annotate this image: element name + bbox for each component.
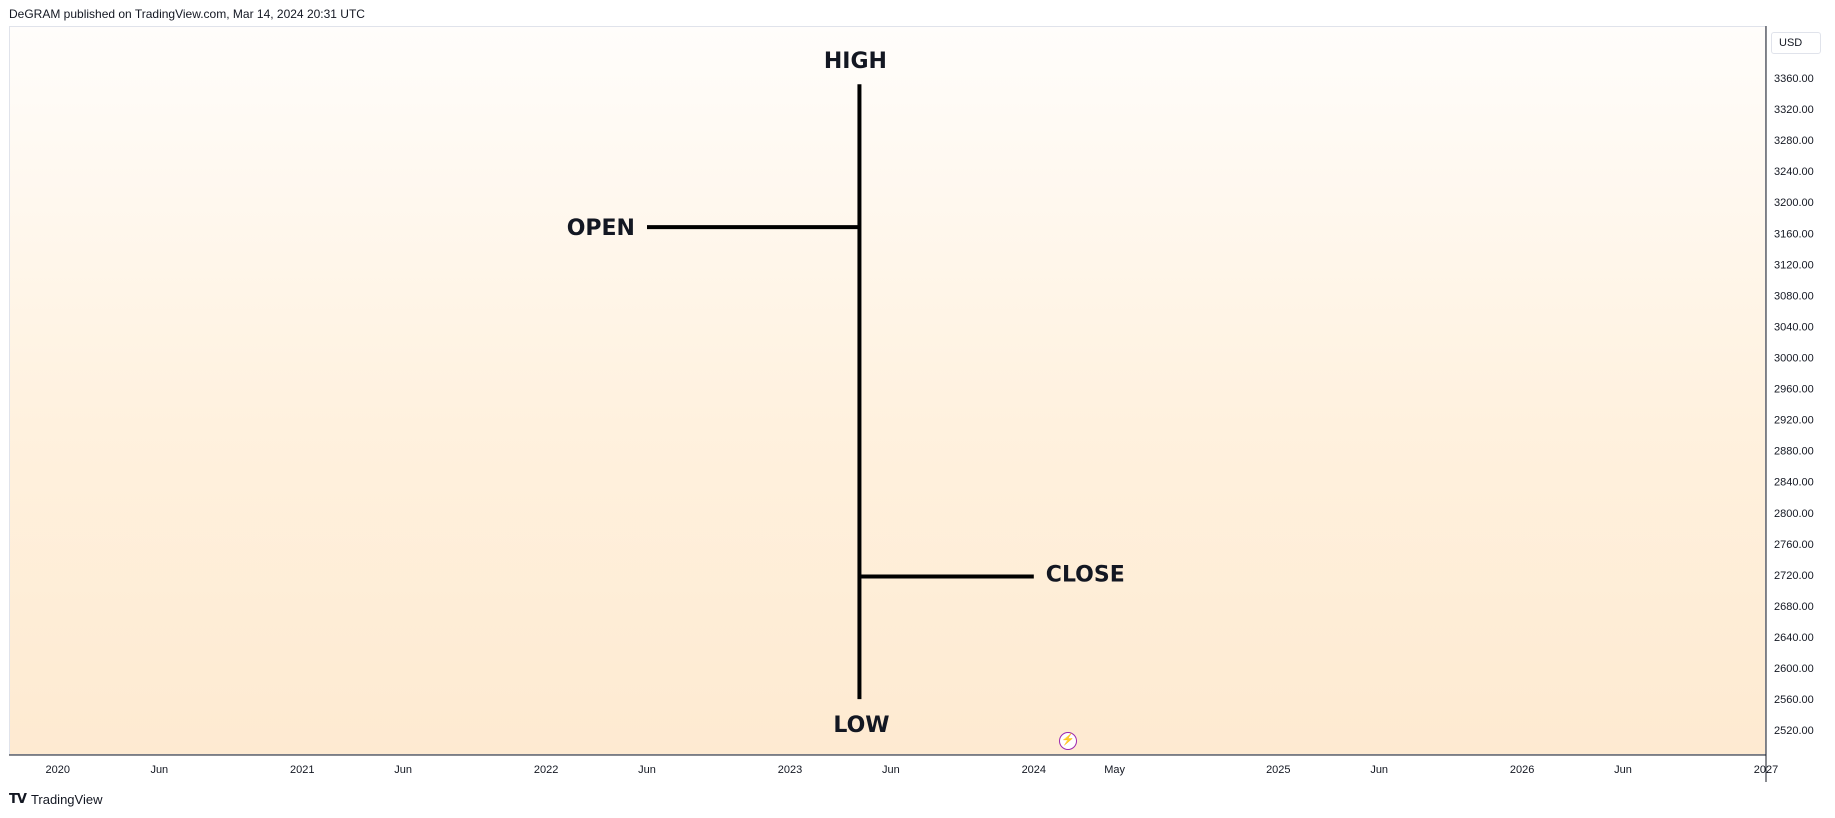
currency-selector[interactable]: USD: [1771, 32, 1821, 54]
price-tick-label: 3080.00: [1774, 290, 1814, 302]
lightning-event-icon[interactable]: ⚡: [1059, 732, 1077, 750]
price-axis[interactable]: 3360.00 3320.00 3280.00 3240.00 3200.00 3160.…: [1774, 73, 1814, 737]
low-label: LOW: [833, 713, 889, 738]
time-tick-label: 2026: [1510, 764, 1534, 776]
ohlc-bar[interactable]: HIGH OPEN CLOSE LOW: [567, 49, 1125, 738]
price-tick-label: 3360.00: [1774, 73, 1814, 85]
time-tick-label: Jun: [638, 764, 656, 776]
time-tick-label: 2027: [1754, 764, 1778, 776]
price-tick-label: 3040.00: [1774, 321, 1814, 333]
price-tick-label: 2520.00: [1774, 725, 1814, 737]
price-tick-label: 2960.00: [1774, 384, 1814, 396]
time-tick-label: 2023: [778, 764, 802, 776]
time-tick-label: Jun: [394, 764, 412, 776]
price-tick-label: 3000.00: [1774, 353, 1814, 365]
time-tick-label: 2022: [534, 764, 558, 776]
price-tick-label: 2720.00: [1774, 570, 1814, 582]
price-tick-label: 3160.00: [1774, 228, 1814, 240]
price-tick-label: 2920.00: [1774, 415, 1814, 427]
open-label: OPEN: [567, 216, 635, 241]
price-tick-label: 2640.00: [1774, 632, 1814, 644]
price-tick-label: 3240.00: [1774, 166, 1814, 178]
high-label: HIGH: [824, 49, 887, 74]
price-tick-label: 2800.00: [1774, 508, 1814, 520]
time-tick-label: 2025: [1266, 764, 1290, 776]
time-tick-label: 2021: [290, 764, 314, 776]
price-tick-label: 2840.00: [1774, 477, 1814, 489]
time-tick-label: May: [1104, 764, 1125, 776]
price-tick-label: 2560.00: [1774, 694, 1814, 706]
tradingview-logo-icon: TV: [9, 792, 27, 807]
time-tick-label: Jun: [1370, 764, 1388, 776]
price-tick-label: 3280.00: [1774, 135, 1814, 147]
time-tick-label: Jun: [1614, 764, 1632, 776]
price-tick-label: 3120.00: [1774, 259, 1814, 271]
price-tick-label: 2680.00: [1774, 601, 1814, 613]
price-tick-label: 2880.00: [1774, 446, 1814, 458]
time-tick-label: Jun: [150, 764, 168, 776]
footer-brand: TradingView: [30, 792, 103, 807]
price-tick-label: 3320.00: [1774, 104, 1814, 116]
time-axis[interactable]: 2020 Jun 2021 Jun 2022 Jun 2023 Jun 2024 May 2025 J…: [46, 764, 1779, 776]
price-tick-label: 3200.00: [1774, 197, 1814, 209]
publish-info: DeGRAM published on TradingView.com, Mar…: [9, 7, 365, 21]
time-tick-label: Jun: [882, 764, 900, 776]
close-label: CLOSE: [1046, 562, 1125, 587]
time-tick-label: 2024: [1022, 764, 1046, 776]
footer: TV TradingView: [9, 792, 102, 807]
price-tick-label: 2600.00: [1774, 663, 1814, 675]
time-tick-label: 2020: [46, 764, 70, 776]
price-tick-label: 2760.00: [1774, 539, 1814, 551]
